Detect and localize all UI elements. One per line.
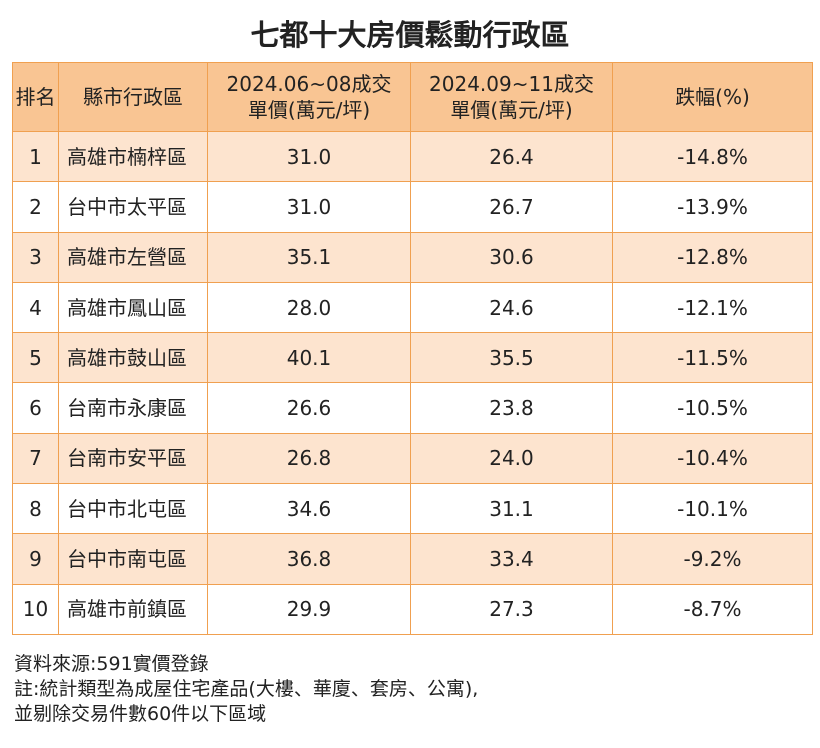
header-cell: 跌幅(%) [612,62,813,132]
cell: 29.9 [207,583,411,635]
cell: 26.7 [410,181,613,233]
cell: 24.0 [410,432,613,485]
header-cell: 排名 [12,62,59,132]
district-cell: 高雄市左營區 [58,231,208,283]
cell: 28.0 [207,281,411,334]
table-row: 3 高雄市左營區 35.1 30.6 -12.8% [12,231,813,283]
note-line: 並剔除交易件數60件以下區域 [14,703,267,725]
cell: 9 [12,533,59,585]
cell: 31.1 [410,483,613,535]
notes: 資料來源:591實價登錄註:統計類型為成屋住宅產品(大樓、華廈、套房、公寓), 並… [14,652,478,727]
note-line: 資料來源:591實價登錄 [14,653,209,675]
table-row: 8 台中市北屯區 34.6 31.1 -10.1% [12,483,813,535]
cell: 26.4 [410,130,613,183]
cell: 35.5 [410,332,613,384]
table-body: 1 高雄市楠梓區 31.0 26.4 -14.8% 2 台中市太平區 31.0 26.7 -13.… [12,130,813,635]
cell: -10.1% [612,483,813,535]
cell: 2 [12,181,59,233]
header-cell: 2024.06~08成交 單價(萬元/坪) [207,62,411,132]
table-row: 9 台中市南屯區 36.8 33.4 -9.2% [12,533,813,585]
table-row: 10 高雄市前鎮區 29.9 27.3 -8.7% [12,583,813,635]
cell: 3 [12,231,59,283]
table-row: 5 高雄市鼓山區 40.1 35.5 -11.5% [12,332,813,384]
cell: 10 [12,583,59,635]
cell: -12.1% [612,281,813,334]
cell: 24.6 [410,281,613,334]
cell: 4 [12,281,59,334]
district-cell: 台中市太平區 [58,181,208,233]
cell: 5 [12,332,59,384]
cell: 26.8 [207,432,411,485]
cell: 26.6 [207,382,411,434]
district-cell: 高雄市鳳山區 [58,281,208,334]
cell: 30.6 [410,231,613,283]
cell: 27.3 [410,583,613,635]
table-row: 6 台南市永康區 26.6 23.8 -10.5% [12,382,813,434]
district-cell: 台南市永康區 [58,382,208,434]
cell: 40.1 [207,332,411,384]
cell: -10.4% [612,432,813,485]
cell: 7 [12,432,59,485]
note-line: 註:統計類型為成屋住宅產品(大樓、華廈、套房、公寓), [14,678,479,700]
table-row: 4 高雄市鳳山區 28.0 24.6 -12.1% [12,281,813,334]
district-cell: 高雄市前鎮區 [58,583,208,635]
cell: 35.1 [207,231,411,283]
header-cell: 2024.09~11成交 單價(萬元/坪) [410,62,613,132]
table: 排名 縣市行政區 2024.06~08成交 單價(萬元/坪) 2024.09~11成交… [12,62,813,635]
cell: 1 [12,130,59,183]
district-cell: 高雄市鼓山區 [58,332,208,384]
district-cell: 台中市南屯區 [58,533,208,585]
cell: 6 [12,382,59,434]
cell: -14.8% [612,130,813,183]
cell: 33.4 [410,533,613,585]
cell: -10.5% [612,382,813,434]
table-row: 2 台中市太平區 31.0 26.7 -13.9% [12,181,813,233]
table-row: 7 台南市安平區 26.8 24.0 -10.4% [12,432,813,485]
header-cell: 縣市行政區 [58,62,208,132]
cell: -8.7% [612,583,813,635]
cell: -12.8% [612,231,813,283]
cell: 23.8 [410,382,613,434]
cell: 34.6 [207,483,411,535]
district-cell: 台南市安平區 [58,432,208,485]
cell: -9.2% [612,533,813,585]
cell: -11.5% [612,332,813,384]
title: 七都十大房價鬆動行政區 [250,18,570,52]
table-row: 1 高雄市楠梓區 31.0 26.4 -14.8% [12,130,813,183]
cell: 31.0 [207,130,411,183]
district-cell: 台中市北屯區 [58,483,208,535]
district-cell: 高雄市楠梓區 [58,130,208,183]
cell: -13.9% [612,181,813,233]
cell: 36.8 [207,533,411,585]
cell: 8 [12,483,59,535]
header-row: 排名 縣市行政區 2024.06~08成交 單價(萬元/坪) 2024.09~11成交… [12,62,813,132]
cell: 31.0 [207,181,411,233]
